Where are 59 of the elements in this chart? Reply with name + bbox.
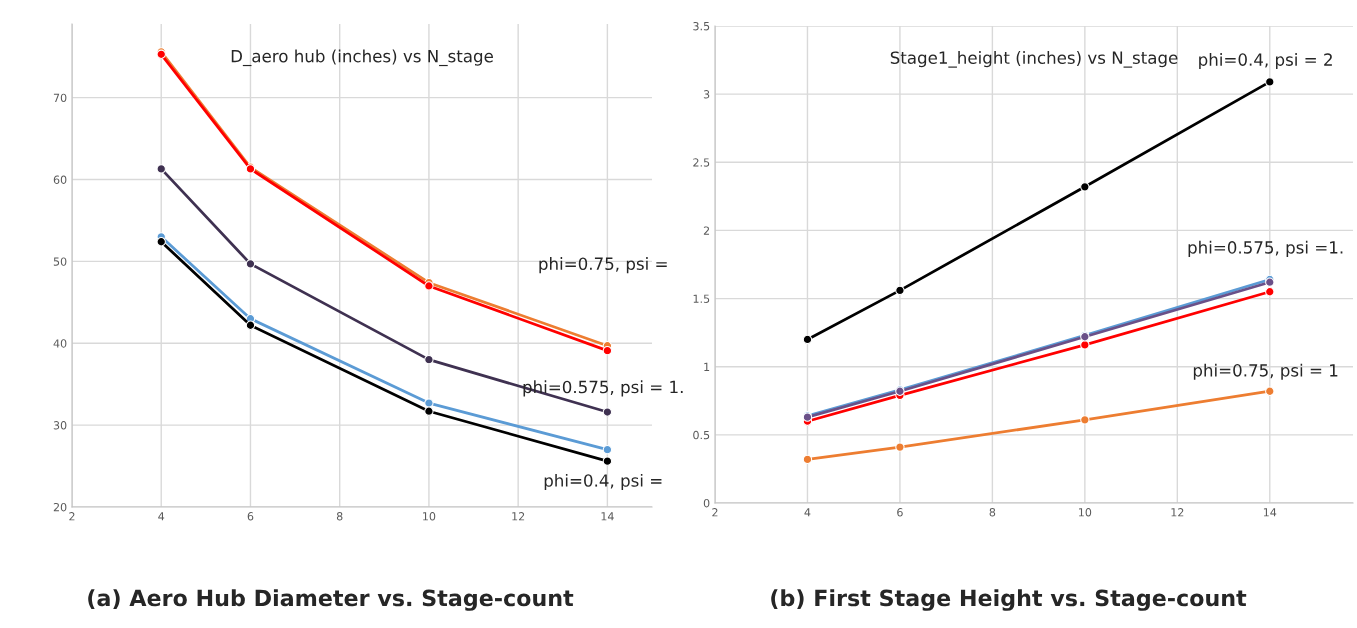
point: [156, 164, 166, 174]
series-label: phi=0.75, psi = 1: [1193, 363, 1338, 380]
text: Stage1_height (inches) vs N_stage: [890, 51, 1178, 68]
x-tick-label: 4: [158, 512, 165, 521]
point: [602, 345, 613, 356]
y-tick-label: 1: [704, 362, 710, 371]
text: (b) First Stage Height vs. Stage-count: [771, 589, 1247, 611]
point: [245, 320, 256, 330]
x-tick-label: 12: [1171, 508, 1184, 517]
y-tick-label: 0: [703, 498, 710, 508]
y-tick-label: 50: [53, 257, 67, 266]
point: [1080, 182, 1090, 192]
x-tick-label: 6: [897, 508, 903, 517]
x-tick-label: 14: [1263, 508, 1277, 517]
point: [895, 442, 905, 452]
y-tick-label: 60: [53, 175, 67, 184]
x-tick-label: 8: [989, 508, 996, 517]
point: [1080, 415, 1090, 425]
point: [424, 354, 434, 365]
series-label: phi=0.4, psi = 2: [1199, 52, 1332, 70]
point: [802, 334, 813, 345]
point: [1265, 77, 1275, 87]
point: [895, 285, 905, 296]
point: [424, 398, 434, 408]
x-tick-label: 4: [804, 508, 811, 517]
y-tick-label: 40: [53, 339, 67, 348]
point: [424, 406, 434, 416]
series-label: phi=0.4, psi =: [544, 473, 662, 491]
text: D_aero hub (inches) vs N_stage: [231, 49, 493, 67]
y-tick-label: 20: [53, 502, 67, 512]
y-tick-label: 0.5: [693, 430, 710, 440]
y-tick-label: 2: [703, 226, 710, 235]
x-tick-label: 2: [712, 508, 718, 517]
x-tick-label: 8: [336, 512, 343, 521]
point: [1080, 340, 1090, 350]
x-tick-label: 10: [1079, 508, 1092, 517]
point: [802, 454, 813, 465]
y-tick-label: 3.5: [693, 21, 710, 31]
point: [245, 259, 256, 269]
y-tick-label: 2.5: [693, 158, 710, 167]
point: [1265, 386, 1275, 396]
x-tick-label: 12: [512, 512, 525, 521]
x-tick-label: 2: [69, 512, 75, 521]
point: [1265, 287, 1275, 297]
series-label: phi=0.575, psi = 1.: [523, 380, 683, 397]
point: [156, 237, 166, 247]
y-tick-label: 70: [53, 93, 67, 103]
y-tick-label: 3: [703, 90, 710, 99]
x-tick-label: 6: [247, 512, 254, 521]
text: (a) Aero Hub Diameter vs. Stage-count: [88, 589, 574, 611]
point: [602, 407, 613, 417]
x-tick-label: 14: [601, 512, 614, 521]
point: [602, 456, 613, 466]
x-tick-label: 10: [423, 512, 436, 521]
point: [602, 445, 613, 455]
text: phi=0.75, psi =: [539, 257, 667, 274]
y-tick-label: 1.5: [693, 294, 710, 303]
y-tick-label: 30: [53, 421, 67, 430]
series-label: phi=0.575, psi =1.: [1188, 240, 1343, 257]
